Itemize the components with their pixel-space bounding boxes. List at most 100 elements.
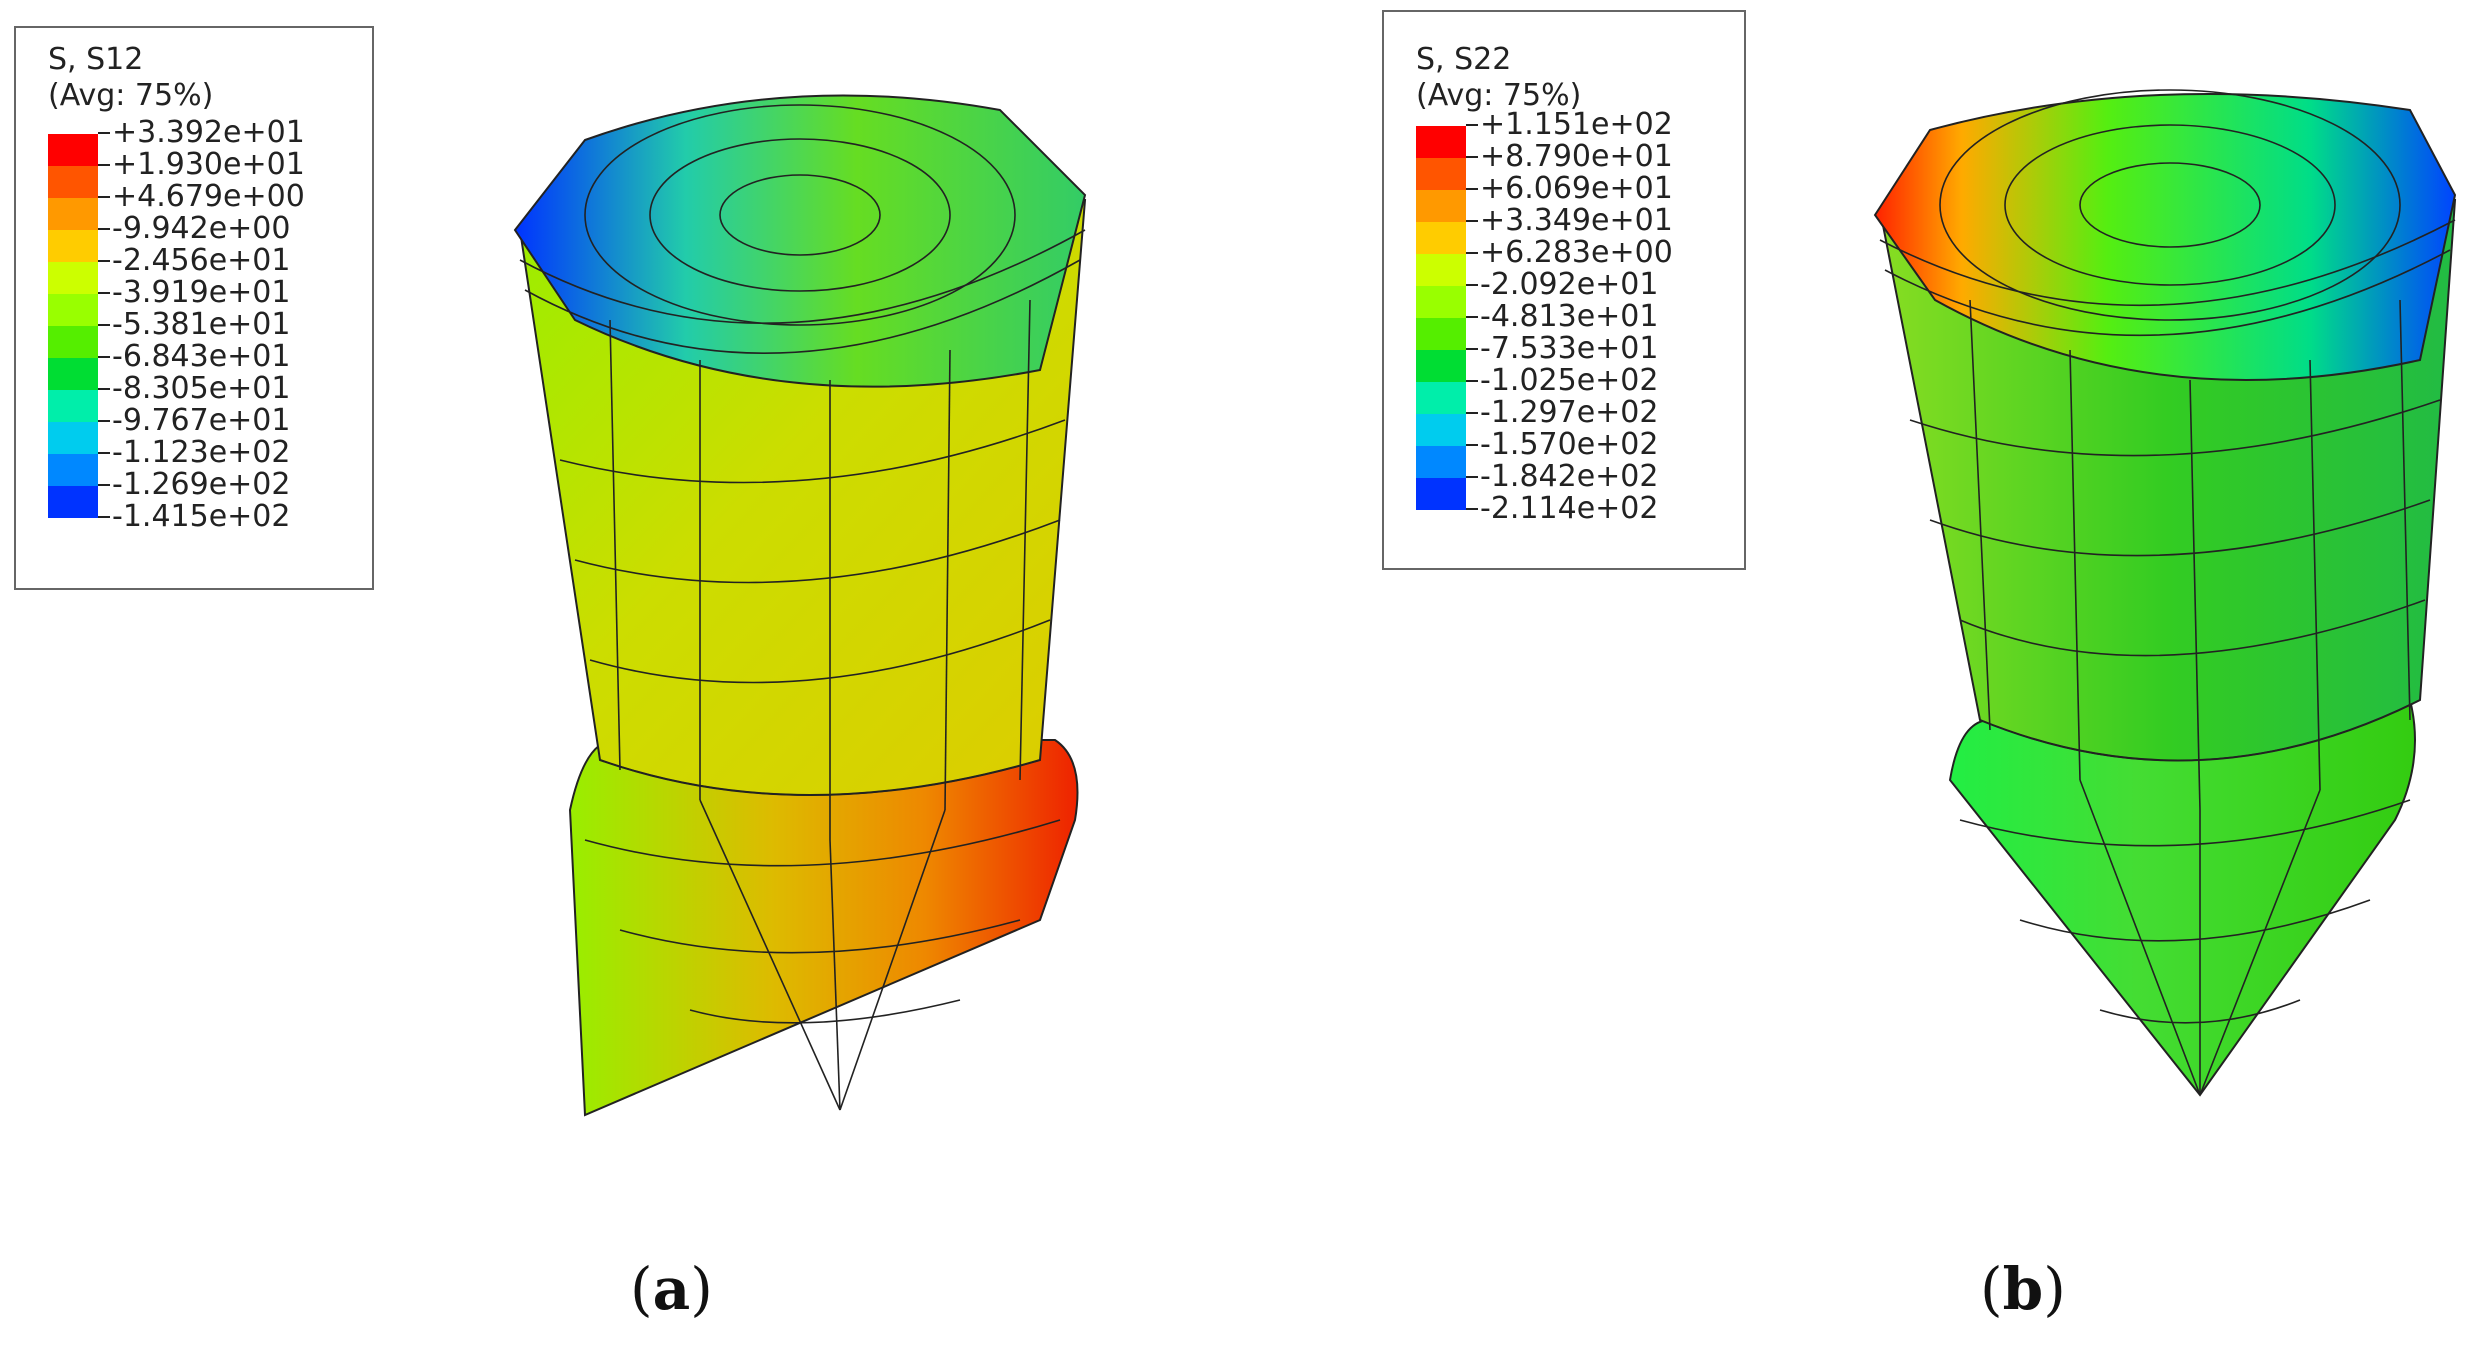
legend-level-label: -9.767e+01 (112, 403, 291, 438)
legend-swatch (48, 134, 98, 166)
legend-level: +3.392e+01 (16, 116, 372, 166)
legend-level: +3.349e+01 (1384, 204, 1744, 254)
legend-tick (98, 356, 110, 358)
legend-level: -1.415e+02 (16, 500, 372, 550)
legend-level: -4.813e+01 (1384, 300, 1744, 350)
legend-swatch (48, 198, 98, 230)
legend-level-label: -4.813e+01 (1480, 299, 1659, 334)
legend-scale: +3.392e+01 +1.930e+01 +4.679e+00 -9.942e+00… (16, 116, 372, 534)
legend-tick (98, 388, 110, 390)
legend-tick (98, 516, 110, 518)
legend-subtitle: (Avg: 75%) (48, 78, 214, 113)
model-b (1873, 89, 2457, 1097)
legend-tick (98, 164, 110, 166)
legend-level: -2.456e+01 (16, 244, 372, 294)
legend-level-label: -1.123e+02 (112, 435, 291, 470)
legend-swatch (1416, 190, 1466, 222)
legend-tick (1466, 476, 1478, 478)
legend-tick (1466, 220, 1478, 222)
legend-swatch (1416, 126, 1466, 158)
legend-tick (98, 196, 110, 198)
legend-tick (1466, 316, 1478, 318)
legend-tick (1466, 252, 1478, 254)
legend-level-label: +1.930e+01 (112, 147, 305, 182)
model-a (513, 94, 1087, 1117)
legend-level-label: +6.069e+01 (1480, 171, 1673, 206)
legend-swatch (48, 326, 98, 358)
legend-level: -1.269e+02 (16, 468, 372, 518)
legend-swatch (1416, 350, 1466, 382)
legend-level-label: -6.843e+01 (112, 339, 291, 374)
legend-level: +6.069e+01 (1384, 172, 1744, 222)
legend-tick (1466, 444, 1478, 446)
legend-level: -1.297e+02 (1384, 396, 1744, 446)
legend-swatch (1416, 254, 1466, 286)
legend-tick (1466, 348, 1478, 350)
legend-level: -9.942e+00 (16, 212, 372, 262)
legend-level-label: -1.269e+02 (112, 467, 291, 502)
legend-tick (98, 452, 110, 454)
legend-level-label: -2.456e+01 (112, 243, 291, 278)
legend-level: +4.679e+00 (16, 180, 372, 230)
legend-swatch (1416, 414, 1466, 446)
legend-tick (1466, 188, 1478, 190)
legend-swatch (48, 422, 98, 454)
legend-level: -3.919e+01 (16, 276, 372, 326)
legend-swatch (1416, 286, 1466, 318)
legend-swatch (1416, 382, 1466, 414)
legend-level-label: +1.151e+02 (1480, 107, 1673, 142)
legend-level-label: -1.570e+02 (1480, 427, 1659, 462)
legend-level-label: -2.092e+01 (1480, 267, 1659, 302)
legend-level: -2.114e+02 (1384, 492, 1744, 542)
legend-swatch (48, 358, 98, 390)
legend-scale: +1.151e+02 +8.790e+01 +6.069e+01 +3.349e+01… (1384, 108, 1744, 526)
caption-b-letter: b (2002, 1255, 2044, 1323)
legend-tick (1466, 284, 1478, 286)
legend-level: -1.025e+02 (1384, 364, 1744, 414)
legend-level: +8.790e+01 (1384, 140, 1744, 190)
legend-tick (1466, 508, 1478, 510)
legend-level: -5.381e+01 (16, 308, 372, 358)
legend-tick (98, 132, 110, 134)
legend-level-label: +6.283e+00 (1480, 235, 1673, 270)
legend-level: +1.151e+02 (1384, 108, 1744, 158)
legend-level-label: +3.349e+01 (1480, 203, 1673, 238)
legend-subtitle: (Avg: 75%) (1416, 78, 1582, 113)
legend-swatch (1416, 158, 1466, 190)
legend-level-label: -1.297e+02 (1480, 395, 1659, 430)
legend-level-label: -1.842e+02 (1480, 459, 1659, 494)
legend-swatch (48, 486, 98, 518)
legend-level-label: -1.415e+02 (112, 499, 291, 534)
legend-level-label: -3.919e+01 (112, 275, 291, 310)
legend-level-label: -7.533e+01 (1480, 331, 1659, 366)
legend-level: +6.283e+00 (1384, 236, 1744, 286)
legend-level-label: +4.679e+00 (112, 179, 305, 214)
legend-tick (1466, 412, 1478, 414)
legend-level: -7.533e+01 (1384, 332, 1744, 382)
caption-b: (b) (1980, 1255, 2066, 1323)
legend-tick (98, 484, 110, 486)
legend-level-label: -9.942e+00 (112, 211, 291, 246)
caption-a-letter: a (652, 1255, 691, 1323)
caption-a: (a) (630, 1255, 713, 1323)
legend-tick (1466, 380, 1478, 382)
legend-level: -1.570e+02 (1384, 428, 1744, 478)
legend-tick (98, 292, 110, 294)
legend-swatch (1416, 222, 1466, 254)
legend-swatch (48, 294, 98, 326)
legend-level: -1.123e+02 (16, 436, 372, 486)
legend-s12: S, S12 (Avg: 75%) +3.392e+01 +1.930e+01 +4… (14, 26, 374, 590)
legend-level-label: -2.114e+02 (1480, 491, 1659, 526)
legend-swatch (48, 262, 98, 294)
legend-level-label: -1.025e+02 (1480, 363, 1659, 398)
legend-level: -8.305e+01 (16, 372, 372, 422)
legend-tick (1466, 124, 1478, 126)
legend-level: +1.930e+01 (16, 148, 372, 198)
legend-title: S, S12 (48, 42, 144, 77)
legend-tick (98, 420, 110, 422)
legend-swatch (1416, 446, 1466, 478)
legend-swatch (1416, 478, 1466, 510)
legend-tick (98, 260, 110, 262)
legend-tick (1466, 156, 1478, 158)
